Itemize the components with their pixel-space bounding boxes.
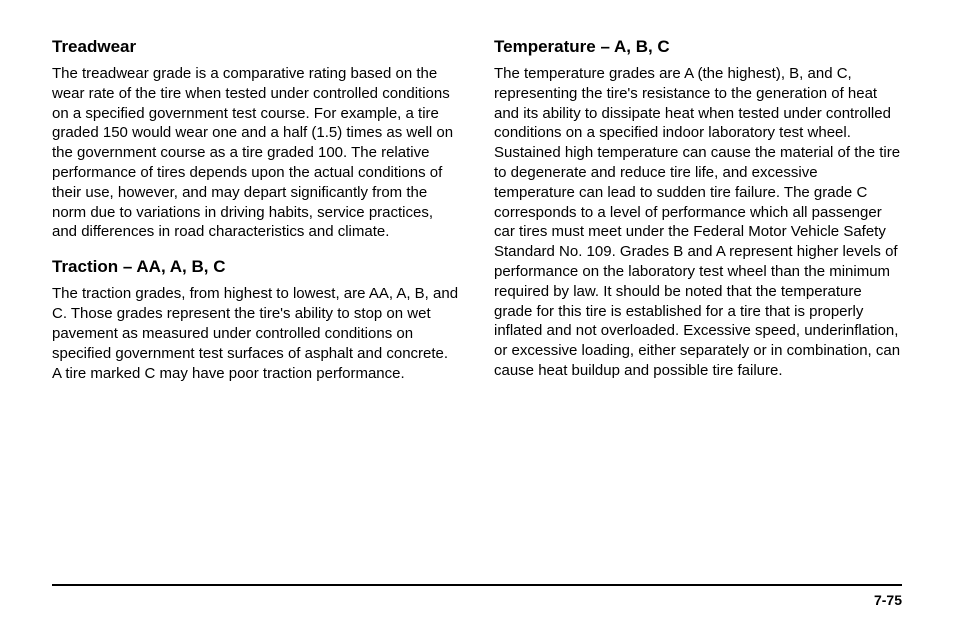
paragraph-temperature: The temperature grades are A (the highes… — [494, 64, 902, 381]
footer: 7-75 — [52, 584, 902, 608]
right-column: Temperature – A, B, C The temperature gr… — [494, 36, 902, 391]
paragraph-traction: The traction grades, from highest to low… — [52, 284, 460, 383]
heading-treadwear: Treadwear — [52, 36, 460, 58]
heading-temperature: Temperature – A, B, C — [494, 36, 902, 58]
paragraph-treadwear: The treadwear grade is a comparative rat… — [52, 64, 460, 242]
heading-traction: Traction – AA, A, B, C — [52, 256, 460, 278]
columns-container: Treadwear The treadwear grade is a compa… — [52, 36, 902, 391]
page: Treadwear The treadwear grade is a compa… — [0, 0, 954, 638]
page-number: 7-75 — [52, 592, 902, 608]
footer-divider — [52, 584, 902, 586]
left-column: Treadwear The treadwear grade is a compa… — [52, 36, 460, 391]
